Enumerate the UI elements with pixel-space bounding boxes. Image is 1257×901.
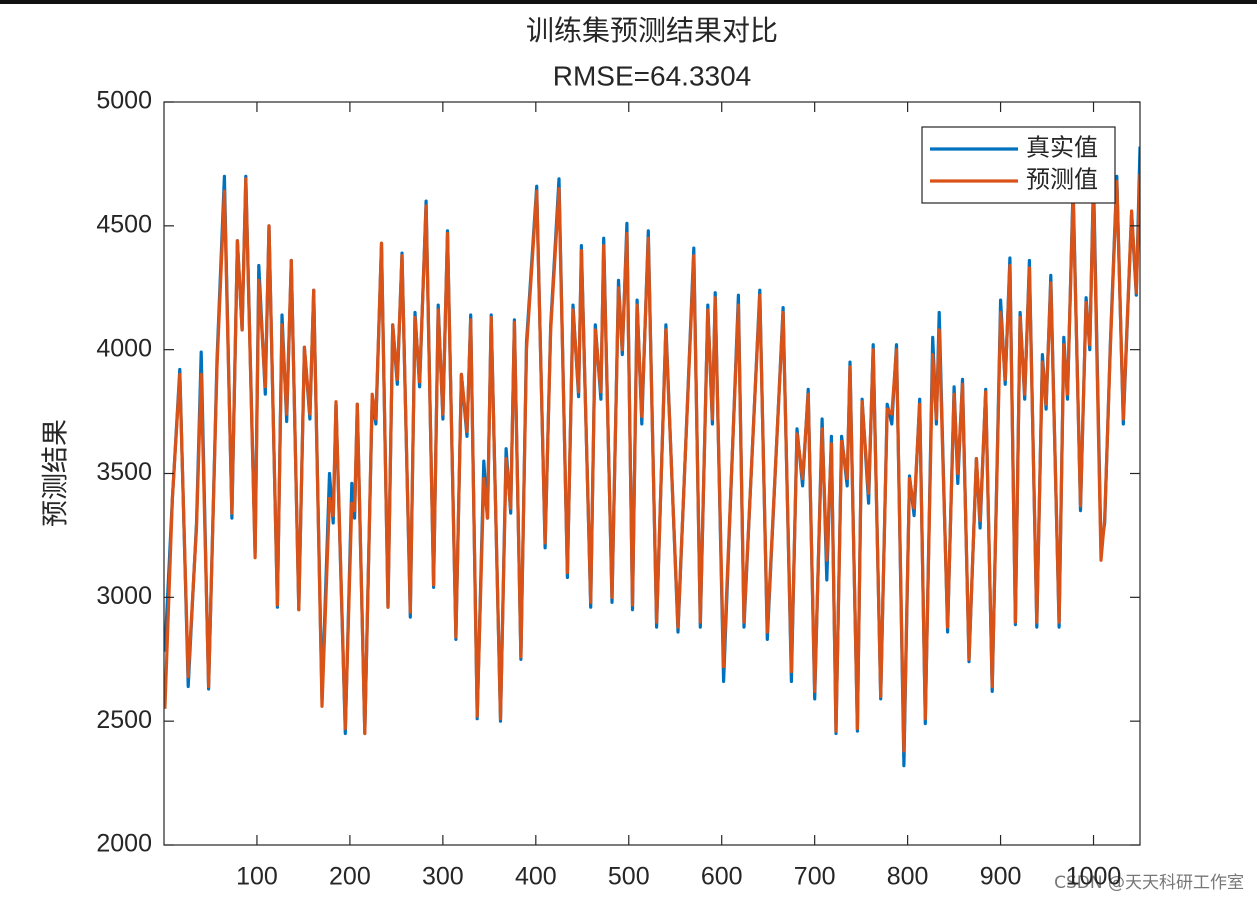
x-tick-label: 200 [329,863,371,891]
y-axis-label: 预测结果 [41,419,72,527]
x-tick-label: 700 [794,863,836,891]
y-tick-label: 4500 [96,210,152,238]
x-tick-label: 900 [980,863,1022,891]
x-tick-label: 800 [887,863,929,891]
y-tick-label: 3500 [96,458,152,486]
y-tick-label: 2500 [96,706,152,734]
x-tick-label: 600 [701,863,743,891]
x-tick-label: 500 [608,863,650,891]
legend-box [921,126,1116,204]
data-line [164,173,1140,753]
x-tick-label: 1000 [1066,863,1122,891]
x-tick-label: 400 [515,863,557,891]
watermark: CSDN @天天科研工作室 [1054,873,1244,893]
x-tick-label: 300 [422,863,464,891]
legend-label: 真实值 [1026,134,1098,162]
top-border [0,0,1257,4]
legend-label: 预测值 [1026,166,1098,194]
y-tick-label: 3000 [96,582,152,610]
y-tick-label: 5000 [96,87,152,115]
x-tick-label: 100 [236,863,278,891]
y-tick-label: 2000 [96,830,152,858]
y-tick-label: 4000 [96,334,152,362]
chart-subtitle: RMSE=64.3304 [553,60,751,91]
chart-title: 训练集预测结果对比 [526,14,778,47]
